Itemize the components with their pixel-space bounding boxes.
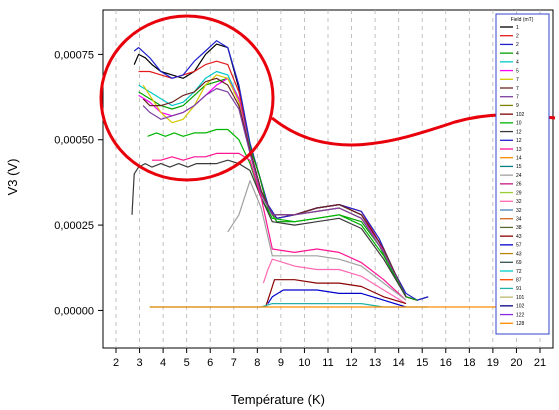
legend-label: 102 [516, 304, 525, 310]
legend-label: 10 [516, 121, 522, 127]
legend-label: 87 [516, 278, 522, 284]
series-line-7 [142, 87, 407, 298]
x-tick-label: 15 [416, 357, 428, 369]
legend-label: 2 [516, 34, 519, 40]
legend-label: 12 [516, 138, 522, 144]
series-line-10 [147, 128, 407, 298]
legend-label: 26 [516, 182, 522, 188]
legend-label: 7 [516, 77, 519, 83]
series-line-7 [142, 77, 407, 298]
legend-label: 72 [516, 269, 522, 275]
series-line-57 [267, 289, 407, 308]
series-line-43 [265, 279, 407, 308]
legend-label: 14 [516, 156, 522, 162]
legend-label: 4 [516, 60, 519, 66]
y-tick-label: 0,00025 [54, 220, 94, 232]
legend-label: 32 [516, 208, 522, 214]
legend-label: 13 [516, 147, 522, 153]
x-tick-label: 7 [231, 357, 237, 369]
series-line-12 [131, 159, 407, 298]
axes: 2 3 4 5 6 7 8 9 10 11 12 13 14 15 16 18 19 20 210,000000,0… [54, 49, 546, 369]
x-tick-label: 10 [298, 357, 310, 369]
highlight-circle [99, 14, 275, 182]
legend-label: 29 [516, 190, 522, 196]
series-line-4 [138, 77, 418, 301]
legend-label: 43 [516, 234, 522, 240]
x-tick-label: 8 [254, 357, 260, 369]
series-line-13 [152, 152, 407, 301]
x-tick-label: 2 [113, 357, 119, 369]
y-tick-label: 0,00000 [54, 305, 94, 317]
legend-label: 57 [516, 243, 522, 249]
series-line-24 [227, 180, 407, 301]
legend: Field (mT) 12244577791021012121314152426… [495, 13, 550, 335]
x-tick-label: 21 [534, 357, 546, 369]
x-tick-label: 20 [510, 357, 522, 369]
legend-label: 2 [516, 42, 519, 48]
legend-label: 38 [516, 225, 522, 231]
legend-label: 12 [516, 129, 522, 135]
legend-title: Field (mT) [511, 17, 534, 23]
x-tick-label: 11 [322, 357, 333, 369]
y-tick-label: 0,00050 [54, 135, 94, 147]
y-tick-label: 0,00075 [54, 49, 94, 61]
legend-box [495, 13, 550, 335]
legend-label: 122 [516, 312, 525, 318]
x-tick-label: 19 [487, 357, 499, 369]
legend-label: 7 [516, 86, 519, 92]
series-line-32 [262, 258, 407, 305]
legend-label: 69 [516, 260, 522, 266]
legend-label: 91 [516, 286, 522, 292]
x-tick-label: 6 [207, 357, 213, 369]
y-axis-title: V3 (V) [5, 159, 20, 196]
x-tick-label: 12 [345, 357, 357, 369]
x-tick-label: 3 [136, 357, 142, 369]
x-tick-label: 16 [440, 357, 452, 369]
legend-label: 4 [516, 51, 519, 57]
x-tick-label: 5 [184, 357, 190, 369]
legend-label: 1 [516, 25, 519, 31]
x-tick-label: 13 [369, 357, 381, 369]
x-tick-label: 18 [463, 357, 475, 369]
legend-label: 32 [516, 199, 522, 205]
legend-label: 9 [516, 103, 519, 109]
x-axis-title: Température (K) [231, 392, 325, 407]
legend-label: 43 [516, 251, 522, 257]
legend-label: 15 [516, 164, 522, 170]
legend-label: 34 [516, 217, 522, 223]
legend-label: 101 [516, 295, 525, 301]
legend-label: 5 [516, 68, 519, 74]
x-tick-label: 9 [278, 357, 284, 369]
legend-label: 128 [516, 321, 525, 327]
x-tick-label: 4 [160, 357, 166, 369]
x-tick-label: 14 [393, 357, 405, 369]
legend-label: 24 [516, 173, 522, 179]
series-group [131, 40, 540, 308]
legend-label: 7 [516, 95, 519, 101]
legend-label: 102 [516, 112, 525, 118]
